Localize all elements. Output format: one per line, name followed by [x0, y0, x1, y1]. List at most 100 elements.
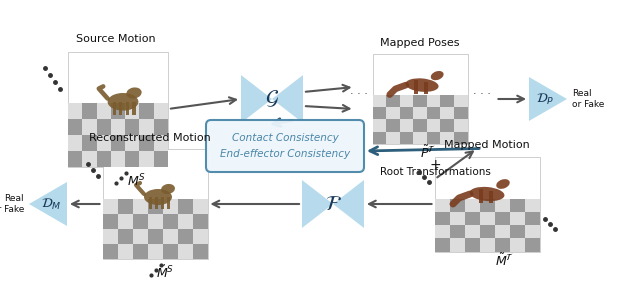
Ellipse shape: [470, 187, 504, 201]
Bar: [440, 132, 454, 144]
Bar: [479, 225, 495, 238]
Ellipse shape: [144, 189, 172, 205]
Bar: [193, 244, 207, 259]
Bar: [97, 135, 111, 151]
Bar: [118, 198, 132, 214]
Polygon shape: [302, 180, 333, 228]
Bar: [413, 94, 427, 107]
Bar: [147, 198, 163, 214]
Polygon shape: [272, 75, 303, 123]
Text: $M^S$: $M^S$: [127, 173, 145, 189]
Bar: [427, 132, 440, 144]
Polygon shape: [241, 75, 272, 123]
Bar: [525, 225, 540, 238]
Bar: [465, 212, 479, 225]
Bar: [163, 229, 177, 244]
Bar: [132, 214, 147, 229]
Bar: [372, 94, 386, 107]
Text: Real
or Fake: Real or Fake: [0, 194, 24, 214]
Text: Reconstructed Motion: Reconstructed Motion: [89, 133, 211, 143]
Bar: [386, 132, 399, 144]
Bar: [68, 103, 83, 119]
Bar: [163, 244, 177, 259]
Bar: [386, 119, 399, 132]
Bar: [413, 107, 427, 119]
Text: $\mathcal{D}_M$: $\mathcal{D}_M$: [41, 196, 61, 212]
Bar: [435, 212, 449, 225]
Bar: [140, 103, 154, 119]
Text: +: +: [429, 158, 441, 172]
Bar: [440, 94, 454, 107]
Bar: [113, 102, 116, 115]
Bar: [525, 212, 540, 225]
Bar: [427, 119, 440, 132]
Bar: [68, 119, 83, 135]
Bar: [132, 244, 147, 259]
Bar: [465, 238, 479, 251]
Bar: [163, 214, 177, 229]
Bar: [435, 225, 449, 238]
Bar: [495, 212, 509, 225]
Bar: [525, 238, 540, 251]
Bar: [140, 151, 154, 166]
FancyBboxPatch shape: [206, 120, 364, 172]
Bar: [118, 214, 132, 229]
Bar: [177, 244, 193, 259]
Bar: [163, 198, 177, 214]
Bar: [489, 191, 493, 203]
Bar: [147, 229, 163, 244]
Bar: [193, 214, 207, 229]
Bar: [435, 156, 540, 251]
Bar: [449, 225, 465, 238]
Bar: [435, 238, 449, 251]
Bar: [372, 119, 386, 132]
Ellipse shape: [108, 93, 138, 111]
Bar: [125, 103, 140, 119]
Bar: [119, 102, 122, 115]
Text: · · ·: · · ·: [349, 89, 367, 99]
Bar: [193, 198, 207, 214]
Bar: [509, 238, 525, 251]
Bar: [427, 94, 440, 107]
Bar: [140, 119, 154, 135]
Bar: [147, 244, 163, 259]
Bar: [83, 151, 97, 166]
Bar: [413, 119, 427, 132]
Bar: [509, 225, 525, 238]
Bar: [68, 135, 83, 151]
Bar: [154, 197, 157, 209]
Bar: [399, 132, 413, 144]
Text: Source Motion: Source Motion: [76, 34, 156, 44]
Bar: [102, 229, 118, 244]
Bar: [386, 107, 399, 119]
Bar: [386, 94, 399, 107]
Bar: [111, 135, 125, 151]
Bar: [435, 199, 449, 212]
Polygon shape: [29, 182, 67, 226]
Text: End-effector Consistency: End-effector Consistency: [220, 149, 350, 159]
Bar: [193, 229, 207, 244]
Text: Contact Consistency: Contact Consistency: [232, 133, 339, 143]
Text: $\mathcal{D}_P$: $\mathcal{D}_P$: [536, 91, 554, 106]
Bar: [454, 107, 467, 119]
Bar: [495, 199, 509, 212]
Polygon shape: [333, 180, 364, 228]
Bar: [125, 135, 140, 151]
Bar: [495, 238, 509, 251]
Ellipse shape: [431, 71, 444, 80]
Polygon shape: [529, 77, 567, 121]
Bar: [97, 103, 111, 119]
Bar: [102, 214, 118, 229]
Text: $\tilde{M}^S$: $\tilde{M}^S$: [156, 265, 174, 281]
Bar: [125, 102, 129, 115]
Bar: [479, 238, 495, 251]
Bar: [102, 244, 118, 259]
Bar: [154, 103, 168, 119]
Bar: [479, 189, 483, 203]
Bar: [177, 229, 193, 244]
Bar: [83, 119, 97, 135]
Bar: [509, 212, 525, 225]
Text: $\tilde{P}^\mathcal{T}$: $\tilde{P}^\mathcal{T}$: [420, 145, 436, 161]
Bar: [399, 107, 413, 119]
Bar: [154, 135, 168, 151]
